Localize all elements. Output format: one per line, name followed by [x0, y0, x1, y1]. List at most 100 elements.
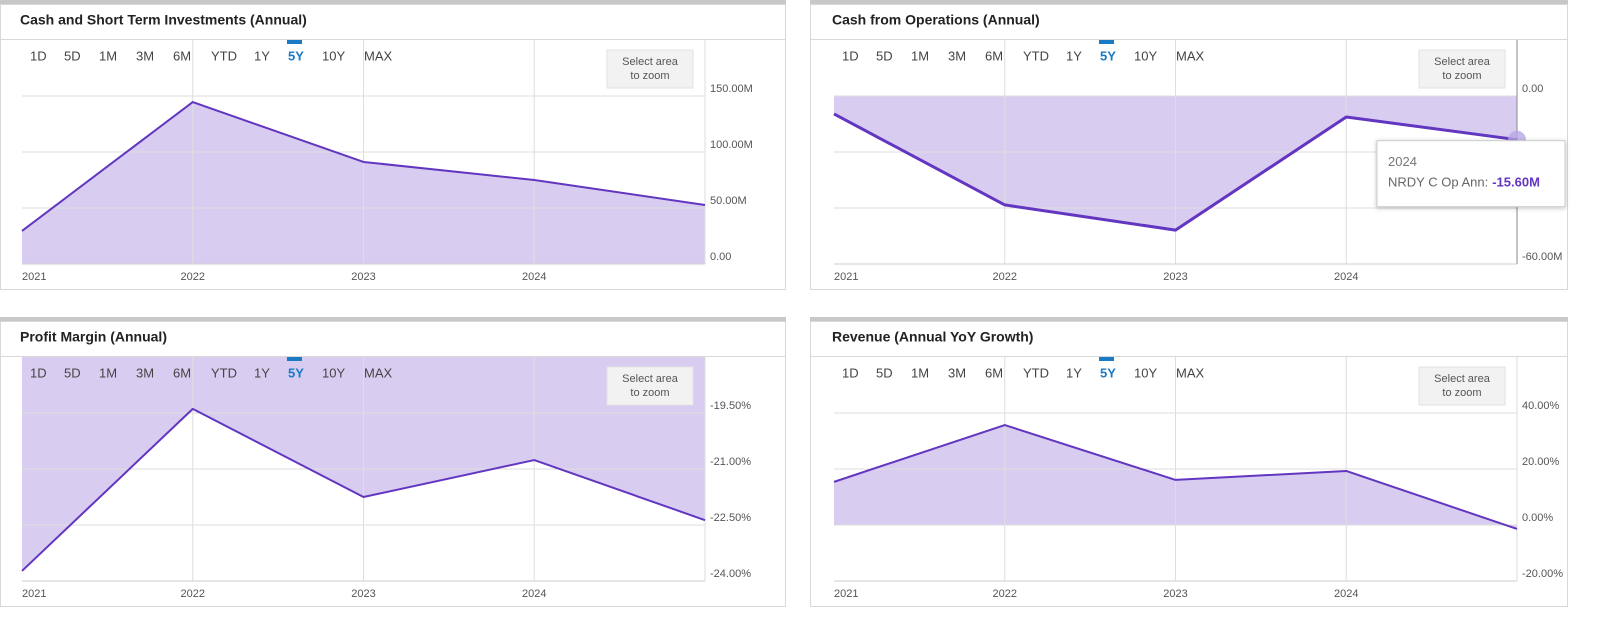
range-button[interactable]: 5D — [64, 48, 81, 63]
panel-border — [810, 321, 1568, 607]
range-button[interactable]: 5D — [876, 365, 893, 380]
active-indicator — [287, 357, 302, 361]
y-tick-label: 0.00% — [1522, 512, 1553, 524]
zoom-hint-box — [1418, 49, 1506, 89]
range-button[interactable]: 3M — [136, 48, 154, 63]
line — [21, 101, 706, 232]
zoom-hint: to zoom — [1442, 387, 1481, 399]
zoom-hint: to zoom — [1442, 70, 1481, 82]
range-button[interactable]: 6M — [985, 365, 1003, 380]
panel-border — [0, 4, 786, 290]
zoom-hint: Select area — [1434, 56, 1491, 68]
zoom-hint: to zoom — [630, 387, 669, 399]
x-tick-label: 2022 — [181, 271, 205, 283]
range-button[interactable]: MAX — [364, 48, 393, 63]
x-tick-label: 2021 — [22, 271, 46, 283]
chart-title: Profit Margin (Annual) — [20, 329, 167, 345]
range-button[interactable]: 1D — [30, 48, 47, 63]
x-tick-label: 2023 — [351, 588, 375, 600]
x-tick-label: 2024 — [1334, 271, 1358, 283]
range-button[interactable]: 1D — [30, 365, 47, 380]
range-button[interactable]: 1Y — [254, 48, 270, 63]
range-button[interactable]: 10Y — [1134, 365, 1157, 380]
range-button[interactable]: 6M — [173, 365, 191, 380]
range-button[interactable]: YTD — [211, 48, 237, 63]
x-tick-label: 2024 — [522, 588, 546, 600]
active-indicator — [287, 40, 302, 44]
tooltip-box — [1376, 140, 1566, 208]
y-tick-label: 20.00% — [1522, 456, 1560, 468]
tooltip-x: 2024 — [1388, 154, 1417, 169]
y-tick-label: -60.00M — [1522, 251, 1562, 263]
zoom-hint: Select area — [1434, 373, 1491, 385]
range-button[interactable]: 5D — [64, 365, 81, 380]
panel-top-bar — [810, 317, 1568, 321]
range-button[interactable]: 1Y — [1066, 48, 1082, 63]
y-tick-label: 0.00 — [710, 251, 731, 263]
range-button[interactable]: 1M — [911, 48, 929, 63]
active-indicator — [1099, 40, 1114, 44]
chart-title: Revenue (Annual YoY Growth) — [832, 329, 1033, 345]
x-tick-label: 2021 — [834, 588, 858, 600]
chart-title: Cash from Operations (Annual) — [832, 12, 1040, 28]
line — [21, 407, 706, 572]
range-button[interactable]: 5D — [876, 48, 893, 63]
y-tick-label: 0.00 — [1522, 83, 1543, 95]
zoom-hint-box — [1418, 366, 1506, 406]
zoom-hint: Select area — [622, 56, 679, 68]
range-button[interactable]: 1D — [842, 48, 859, 63]
x-tick-label: 2023 — [1163, 271, 1187, 283]
range-button[interactable]: 5Y — [1100, 48, 1116, 63]
tooltip: 2024 NRDY C Op Ann: -15.60M — [1376, 140, 1566, 208]
x-tick-label: 2024 — [1334, 588, 1358, 600]
range-button[interactable]: 1Y — [1066, 365, 1082, 380]
range-button[interactable]: 1Y — [254, 365, 270, 380]
line — [833, 112, 1518, 232]
range-button[interactable]: 3M — [948, 48, 966, 63]
active-indicator — [1099, 357, 1114, 361]
zoom-hint-box — [606, 366, 694, 406]
range-button[interactable]: 1M — [911, 365, 929, 380]
x-tick-label: 2024 — [522, 271, 546, 283]
range-button[interactable]: YTD — [1023, 365, 1049, 380]
x-tick-label: 2021 — [834, 271, 858, 283]
zoom-hint: Select area — [622, 373, 679, 385]
x-tick-label: 2022 — [993, 271, 1017, 283]
panel-top-bar — [0, 317, 786, 321]
y-tick-label: -22.50% — [710, 512, 751, 524]
range-button[interactable]: 10Y — [322, 48, 345, 63]
range-button[interactable]: 1D — [842, 365, 859, 380]
range-button[interactable]: 5Y — [288, 365, 304, 380]
range-button[interactable]: 3M — [136, 365, 154, 380]
y-tick-label: 150.00M — [710, 83, 753, 95]
zoom-hint-box — [606, 49, 694, 89]
x-tick-label: 2021 — [22, 588, 46, 600]
y-tick-label: 50.00M — [710, 195, 747, 207]
range-button[interactable]: 6M — [173, 48, 191, 63]
range-button[interactable]: 10Y — [322, 365, 345, 380]
y-tick-label: -20.00% — [1522, 568, 1563, 580]
line — [833, 424, 1518, 530]
range-button[interactable]: 1M — [99, 365, 117, 380]
panel-border — [0, 321, 786, 607]
tooltip-value: -15.60M — [1492, 175, 1540, 190]
range-button[interactable]: 10Y — [1134, 48, 1157, 63]
panel-border — [810, 4, 1568, 290]
x-tick-label: 2023 — [1163, 588, 1187, 600]
range-button[interactable]: 5Y — [1100, 365, 1116, 380]
panel-top-bar — [810, 0, 1568, 4]
range-button[interactable]: MAX — [1176, 48, 1205, 63]
range-button[interactable]: 6M — [985, 48, 1003, 63]
tooltip-line: NRDY C Op Ann: -15.60M — [1388, 175, 1540, 190]
y-tick-label: 100.00M — [710, 139, 753, 151]
range-button[interactable]: 5Y — [288, 48, 304, 63]
range-button[interactable]: YTD — [1023, 48, 1049, 63]
range-button[interactable]: 3M — [948, 365, 966, 380]
range-button[interactable]: MAX — [364, 365, 393, 380]
range-button[interactable]: 1M — [99, 48, 117, 63]
range-button[interactable]: MAX — [1176, 365, 1205, 380]
y-tick-label: -21.00% — [710, 456, 751, 468]
range-button[interactable]: YTD — [211, 365, 237, 380]
chart-title: Cash and Short Term Investments (Annual) — [20, 12, 307, 28]
